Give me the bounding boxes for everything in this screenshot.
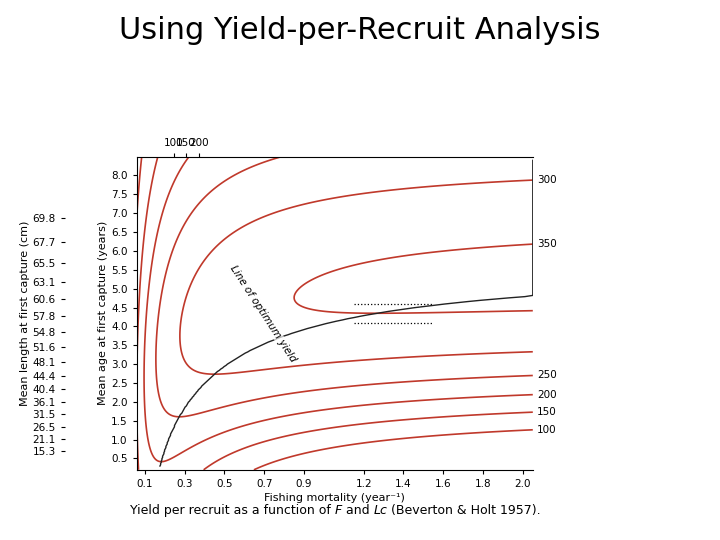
Point [119, 473, 130, 482]
Text: Using Yield-per-Recruit Analysis: Using Yield-per-Recruit Analysis [120, 16, 600, 45]
Text: 350: 350 [537, 239, 557, 249]
Text: F: F [335, 504, 342, 517]
Point [119, 473, 130, 482]
Text: Line of optimum yield: Line of optimum yield [228, 264, 298, 364]
Point [119, 473, 130, 482]
Text: and: and [342, 504, 374, 517]
Point [119, 473, 130, 482]
Text: (Beverton & Holt 1957).: (Beverton & Holt 1957). [387, 504, 541, 517]
X-axis label: Fishing mortality (year⁻¹): Fishing mortality (year⁻¹) [264, 493, 405, 503]
Point [119, 473, 130, 482]
Point [119, 473, 130, 482]
Text: 250: 250 [537, 370, 557, 381]
Y-axis label: Mean age at first capture (years): Mean age at first capture (years) [99, 221, 109, 406]
Text: 300: 300 [537, 175, 557, 185]
Text: Yield per recruit as a function of: Yield per recruit as a function of [130, 504, 335, 517]
Point [119, 473, 130, 482]
Y-axis label: Mean length at first capture (cm): Mean length at first capture (cm) [19, 220, 30, 406]
Text: 200: 200 [537, 390, 557, 400]
Text: Lc: Lc [374, 504, 387, 517]
Text: 150: 150 [537, 407, 557, 417]
Text: 100: 100 [537, 425, 557, 435]
